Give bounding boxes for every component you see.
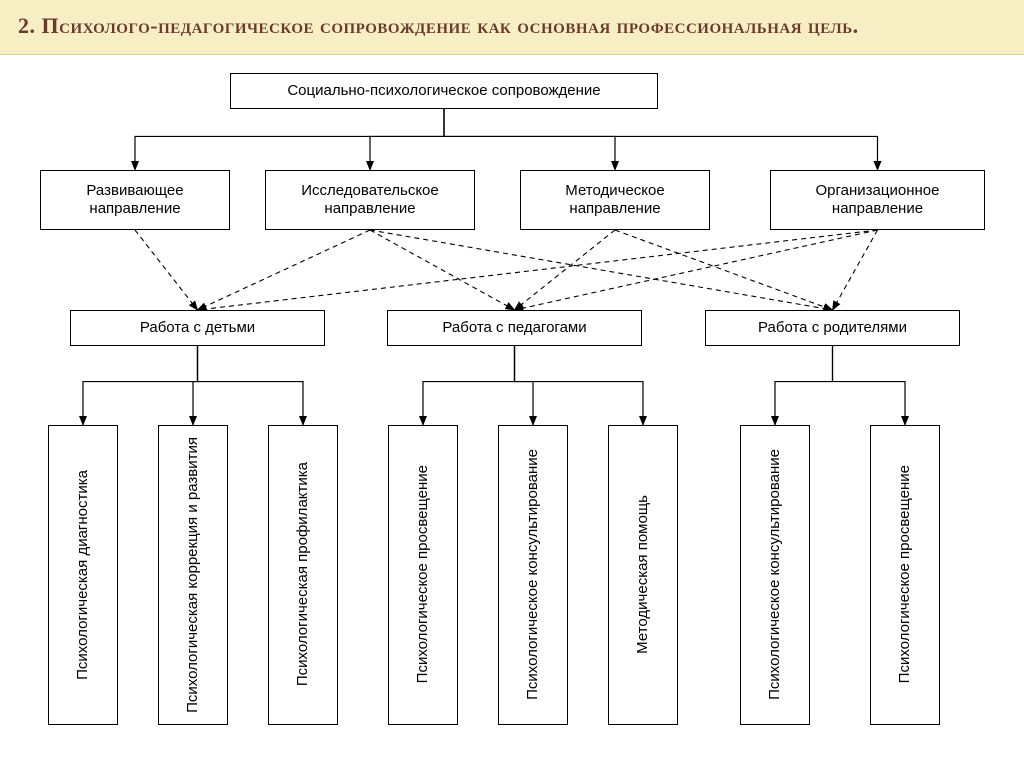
node-work-parents: Работа с родителями bbox=[705, 310, 960, 346]
node-work-teachers: Работа с педагогами bbox=[387, 310, 642, 346]
diagram-canvas: Социально-психологическое сопровождение … bbox=[0, 55, 1024, 753]
node-label: Психологическая диагностика bbox=[74, 470, 91, 680]
node-leaf-correction: Психологическая коррекция и развития bbox=[158, 425, 228, 725]
node-label: Психологическое просвещение bbox=[896, 465, 913, 683]
node-leaf-enlightenment-1: Психологическое просвещение bbox=[388, 425, 458, 725]
node-label: Социально-психологическое сопровождение bbox=[287, 82, 600, 99]
node-leaf-enlightenment-2: Психологическое просвещение bbox=[870, 425, 940, 725]
node-label: Организационное направление bbox=[777, 182, 978, 217]
page-title: 2. Психолого-педагогическое сопровождени… bbox=[18, 12, 1006, 40]
title-band: 2. Психолого-педагогическое сопровождени… bbox=[0, 0, 1024, 55]
node-label: Развивающее направление bbox=[47, 182, 223, 217]
node-leaf-consulting-2: Психологическое консультирование bbox=[740, 425, 810, 725]
node-label: Психологическое консультирование bbox=[524, 449, 541, 700]
node-root: Социально-психологическое сопровождение bbox=[230, 73, 658, 109]
node-label: Работа с педагогами bbox=[442, 319, 586, 336]
node-label: Работа с детьми bbox=[140, 319, 255, 336]
node-direction-organizational: Организационное направление bbox=[770, 170, 985, 230]
node-label: Работа с родителями bbox=[758, 319, 907, 336]
node-leaf-prophylaxis: Психологическая профилактика bbox=[268, 425, 338, 725]
node-leaf-diagnostics: Психологическая диагностика bbox=[48, 425, 118, 725]
node-direction-developing: Развивающее направление bbox=[40, 170, 230, 230]
node-label: Методическое направление bbox=[527, 182, 703, 217]
node-label: Психологическое просвещение bbox=[414, 465, 431, 683]
node-work-children: Работа с детьми bbox=[70, 310, 325, 346]
node-label: Методическая помощь bbox=[634, 495, 651, 654]
node-label: Психологическая коррекция и развития bbox=[184, 437, 201, 713]
node-leaf-consulting-1: Психологическое консультирование bbox=[498, 425, 568, 725]
node-label: Психологическая профилактика bbox=[294, 462, 311, 686]
node-label: Исследовательское направление bbox=[272, 182, 468, 217]
node-leaf-method-help: Методическая помощь bbox=[608, 425, 678, 725]
node-label: Психологическое консультирование bbox=[766, 449, 783, 700]
node-direction-methodical: Методическое направление bbox=[520, 170, 710, 230]
node-direction-research: Исследовательское направление bbox=[265, 170, 475, 230]
